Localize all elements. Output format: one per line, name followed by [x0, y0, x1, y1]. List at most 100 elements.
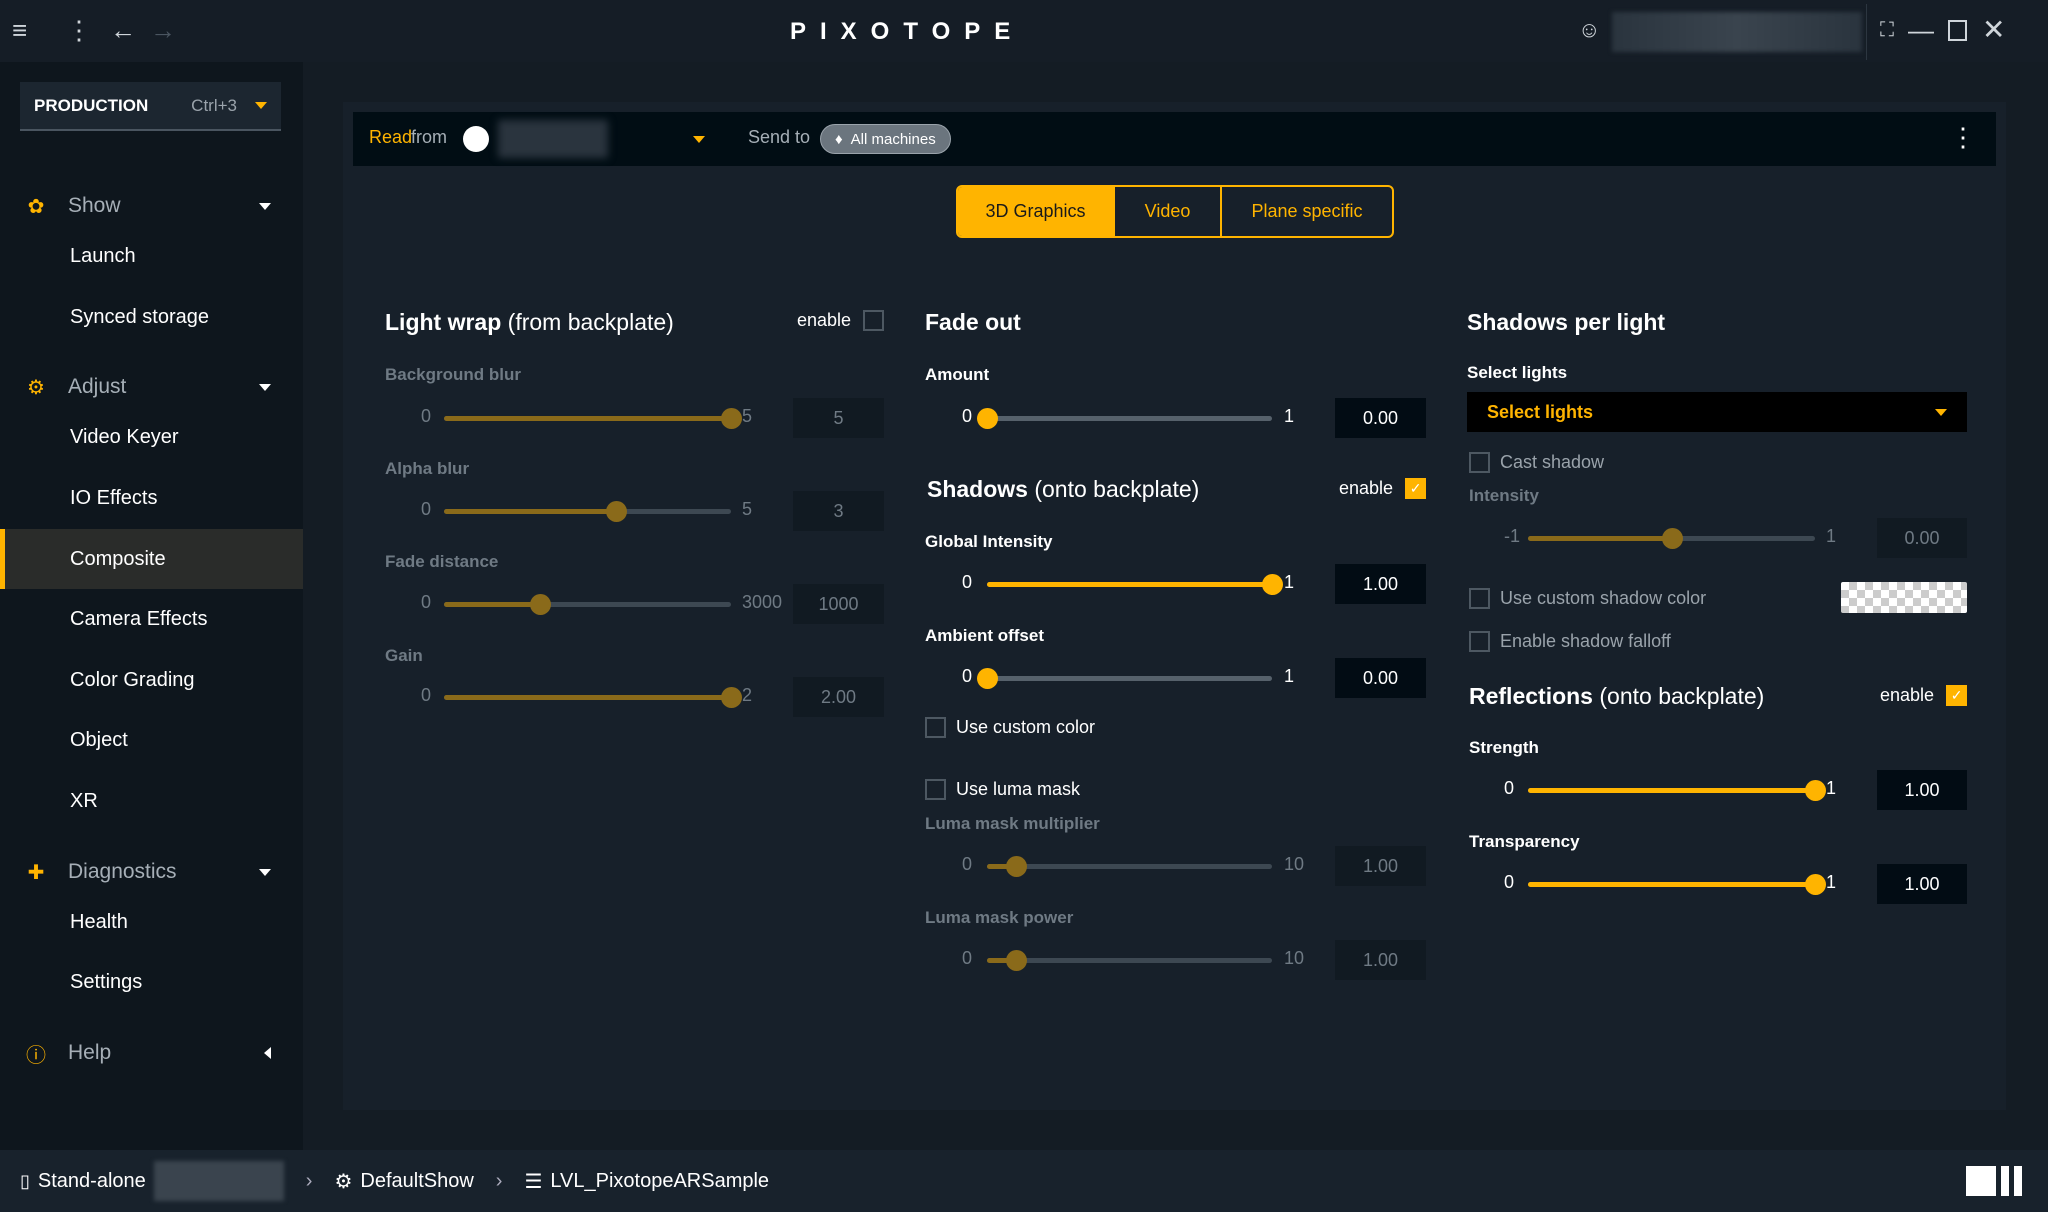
luma-mask-multiplier-value-input[interactable]: 1.00	[1335, 846, 1426, 886]
sidebar-section-diagnostics[interactable]: ✚ Diagnostics	[0, 844, 303, 900]
intensity-max: 1	[1826, 526, 1837, 546]
background-blur-value-input[interactable]: 5	[793, 398, 884, 438]
sidebar-item-composite[interactable]: Composite	[0, 529, 303, 589]
strength-value-input[interactable]: 1.00	[1877, 770, 1967, 810]
back-arrow-icon[interactable]: ←	[110, 15, 136, 45]
level-name[interactable]: LVL_PixotopeARSample	[550, 1169, 770, 1192]
transparency-slider[interactable]	[1528, 874, 1826, 895]
amount-slider-thumb[interactable]	[977, 408, 998, 429]
maximize-icon[interactable]	[1948, 20, 1967, 41]
background-blur-slider-thumb[interactable]	[721, 408, 742, 429]
alpha-blur-value-input[interactable]: 3	[793, 491, 884, 531]
sidebar-item-xr[interactable]: XR	[70, 789, 98, 812]
global-intensity-slider[interactable]	[987, 574, 1283, 595]
background-blur-slider[interactable]	[444, 408, 742, 429]
tab-plane-specific[interactable]: Plane specific	[1251, 201, 1363, 221]
use-luma-mask-checkbox[interactable]	[925, 779, 946, 800]
gain-value-input[interactable]: 2.00	[793, 677, 884, 717]
luma-mask-multiplier-slider-thumb[interactable]	[1005, 856, 1027, 877]
mode-selector[interactable]: PRODUCTION Ctrl+3	[20, 82, 281, 131]
intensity-min: -1	[1504, 526, 1521, 546]
intensity-slider[interactable]	[1528, 528, 1815, 549]
global-intensity-slider-thumb[interactable]	[1262, 574, 1283, 595]
sidebar-section-help[interactable]: ⓘ Help	[0, 1025, 303, 1081]
source-name-redacted	[498, 120, 608, 158]
strength-slider-thumb[interactable]	[1805, 780, 1826, 801]
intensity-slider-thumb[interactable]	[1661, 528, 1683, 549]
shadow-falloff-checkbox[interactable]	[1469, 631, 1490, 652]
shadows-enable-checkbox[interactable]: ✓	[1405, 478, 1427, 499]
fade-distance-slider[interactable]	[444, 594, 731, 615]
sidebar-item-io-effects[interactable]: IO Effects	[70, 486, 158, 509]
enable-shadow-falloff[interactable]: Enable shadow falloff	[1469, 631, 1671, 652]
minimize-icon[interactable]: —	[1908, 15, 1934, 45]
use-luma-mask[interactable]: Use luma mask	[925, 779, 1080, 800]
use-custom-color[interactable]: Use custom color	[925, 717, 1095, 738]
global-intensity-slider-fill	[987, 582, 1272, 587]
sidebar-item-camera-effects[interactable]: Camera Effects	[70, 607, 208, 630]
gain-slider[interactable]	[444, 687, 742, 708]
user-icon[interactable]: ☺	[1578, 17, 1601, 42]
ambient-offset-slider[interactable]	[977, 668, 1272, 689]
gain-slider-thumb[interactable]	[721, 687, 742, 708]
cast-shadow-checkbox[interactable]	[1469, 452, 1490, 473]
alpha-blur-slider-thumb[interactable]	[606, 501, 628, 522]
intensity-value-input[interactable]: 0.00	[1877, 518, 1967, 558]
sidebar-item-settings[interactable]: Settings	[70, 970, 143, 993]
show-name[interactable]: DefaultShow	[360, 1169, 474, 1192]
strength-slider[interactable]	[1528, 780, 1826, 801]
amount-slider[interactable]	[977, 408, 1272, 429]
sidebar-section-show[interactable]: ✿ Show	[0, 178, 303, 234]
luma-mask-power-slider-thumb[interactable]	[1005, 950, 1027, 971]
reflections-enable[interactable]: enable ✓	[1880, 685, 1968, 706]
light-wrap-enable-checkbox[interactable]	[863, 310, 885, 331]
global-intensity-value-input[interactable]: 1.00	[1335, 564, 1426, 604]
reflections-enable-checkbox[interactable]: ✓	[1946, 685, 1968, 706]
shadow-color-swatch[interactable]	[1841, 582, 1967, 613]
shadow-falloff-label: Enable shadow falloff	[1500, 631, 1671, 651]
amount-value-input[interactable]: 0.00	[1335, 398, 1426, 438]
sidebar-item-synced-storage[interactable]: Synced storage	[70, 305, 209, 328]
tab-video[interactable]: Video	[1115, 187, 1222, 236]
luma-mask-power-slider[interactable]	[987, 950, 1272, 971]
sidebar-item-color-grading[interactable]: Color Grading	[70, 668, 195, 691]
strength-label: Strength	[1469, 738, 1539, 757]
more-vertical-icon[interactable]: ⋮	[1950, 122, 1976, 152]
transparency-value-input[interactable]: 1.00	[1877, 864, 1967, 904]
forward-arrow-icon[interactable]: →	[150, 15, 176, 45]
use-custom-color-checkbox[interactable]	[925, 717, 946, 738]
fade-distance-slider-thumb[interactable]	[529, 594, 551, 615]
sidebar-item-launch[interactable]: Launch	[70, 244, 136, 267]
collapse-sidebar-icon[interactable]: ≡	[12, 15, 28, 45]
transparency-slider-thumb[interactable]	[1805, 874, 1826, 895]
fade-distance-value-input[interactable]: 1000	[793, 584, 884, 624]
luma-mask-multiplier-slider[interactable]	[987, 856, 1272, 877]
fullscreen-icon[interactable]: ⛶	[1880, 19, 1894, 41]
ambient-offset-slider-thumb[interactable]	[977, 668, 998, 689]
source-dropdown-chevron-icon[interactable]	[693, 136, 705, 143]
light-wrap-enable[interactable]: enable	[797, 310, 885, 331]
use-custom-shadow-color[interactable]: Use custom shadow color	[1469, 588, 1706, 609]
more-vertical-icon[interactable]: ⋮	[66, 15, 92, 45]
sidebar-section-adjust[interactable]: ⚙ Adjust	[0, 359, 303, 415]
select-lights-dropdown[interactable]: Select lights	[1467, 392, 1967, 432]
ambient-offset-max: 1	[1284, 666, 1295, 686]
cast-shadow[interactable]: Cast shadow	[1469, 452, 1604, 473]
layout-toggle-icon[interactable]	[1966, 1166, 2022, 1196]
sidebar-item-video-keyer[interactable]: Video Keyer	[70, 425, 179, 448]
sidebar-item-object[interactable]: Object	[70, 728, 128, 751]
sidebar-item-health[interactable]: Health	[70, 910, 128, 933]
custom-shadow-color-checkbox[interactable]	[1469, 588, 1490, 609]
sidebar-section-label: Diagnostics	[68, 860, 177, 883]
luma-mask-power-min: 0	[962, 948, 973, 968]
alpha-blur-slider[interactable]	[444, 501, 731, 522]
tab-3d-graphics[interactable]: 3D Graphics	[958, 187, 1115, 236]
transparency-min: 0	[1504, 872, 1515, 892]
background-blur-slider-row: 0 5 5	[0, 398, 2048, 438]
shadows-enable[interactable]: enable ✓	[1339, 478, 1427, 499]
machine-label[interactable]: Stand-alone	[37, 1169, 146, 1192]
luma-mask-power-value-input[interactable]: 1.00	[1335, 940, 1426, 980]
ambient-offset-value-input[interactable]: 0.00	[1335, 658, 1426, 698]
send-to-tag[interactable]: ♦ All machines	[820, 124, 951, 154]
close-icon[interactable]: ✕	[1982, 14, 2006, 45]
